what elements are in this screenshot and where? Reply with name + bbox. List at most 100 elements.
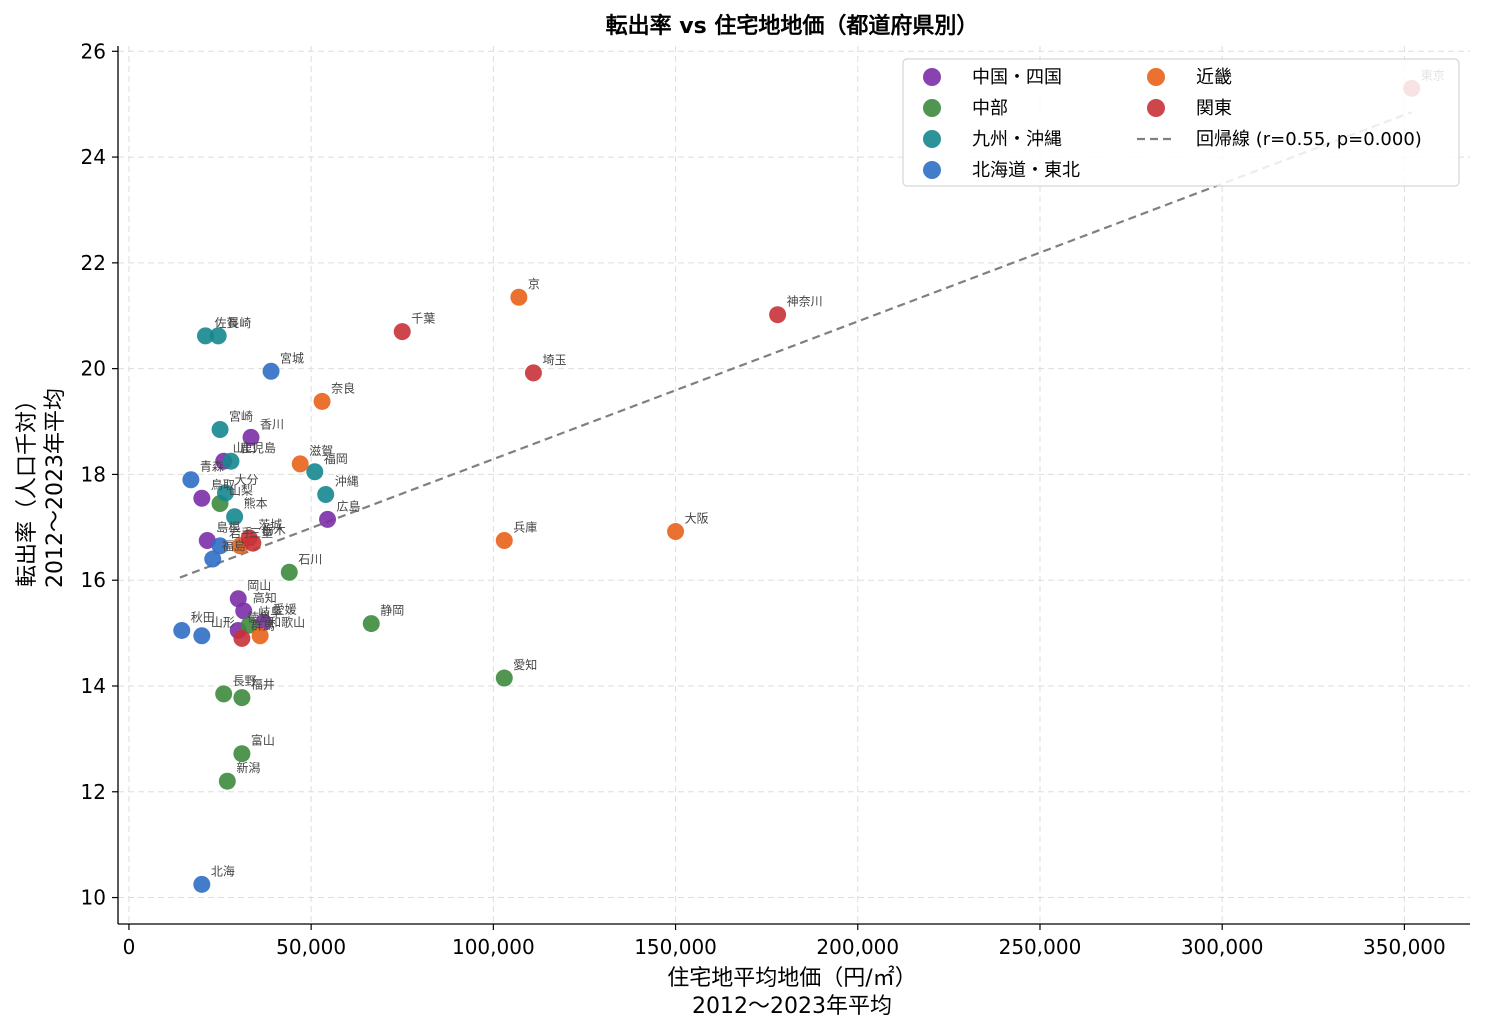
points-layer	[173, 79, 1421, 893]
x-tick-label-1: 50,000	[276, 935, 346, 959]
point-label-2-2: 宮崎	[229, 408, 253, 423]
point-label-2-1: 長崎	[227, 316, 251, 330]
point-4-6	[251, 627, 269, 645]
point-label-0-8: 徳島	[247, 609, 271, 624]
point-2-7	[226, 508, 244, 526]
y-tick-label-1: 12	[81, 780, 106, 804]
point-2-4	[306, 463, 324, 481]
point-label-0-7: 愛媛	[273, 603, 297, 617]
point-3-4	[173, 621, 191, 639]
y-tick-label-8: 26	[81, 39, 106, 63]
legend-label-2: 九州・沖縄	[972, 129, 1062, 150]
x-tick-label-6: 300,000	[1181, 935, 1264, 959]
point-label-2-7: 熊本	[244, 496, 268, 511]
legend-marker-5	[1147, 99, 1165, 117]
point-label-2-5: 大分	[235, 473, 259, 487]
point-label-3-5: 山形	[211, 616, 235, 630]
legend-label-5: 関東	[1196, 98, 1232, 119]
point-label-5-6: 群馬	[251, 618, 275, 632]
point-3-3	[204, 550, 222, 568]
point-1-4	[495, 669, 513, 687]
regression-line	[179, 111, 1413, 579]
point-label-1-6: 福井	[251, 677, 275, 692]
point-4-3	[667, 523, 685, 541]
point-1-5	[215, 685, 233, 703]
point-label-2-4: 福岡	[324, 451, 348, 466]
point-label-3-2: 岩手	[229, 525, 253, 540]
point-0-0	[242, 428, 260, 446]
point-4-0	[510, 288, 528, 306]
point-3-2	[211, 537, 229, 555]
point-label-5-1: 神奈川	[787, 295, 823, 309]
legend-label-4: 近畿	[1196, 67, 1232, 88]
point-2-1	[209, 327, 227, 345]
x-tick-label-7: 350,000	[1363, 935, 1446, 959]
point-2-3	[222, 452, 240, 470]
point-3-0	[262, 362, 280, 380]
legend-label-0: 中国・四国	[972, 67, 1062, 88]
y-tick-label-2: 14	[81, 674, 106, 698]
point-label-1-1: 石川	[298, 552, 322, 566]
point-label-0-3: 広島	[337, 498, 361, 513]
point-label-2-0: 佐賀	[214, 316, 238, 330]
point-4-1	[313, 392, 331, 410]
point-0-3	[319, 510, 337, 528]
point-label-3-4: 秋田	[191, 610, 215, 624]
y-tick-label-5: 20	[81, 357, 106, 381]
point-label-4-3: 大阪	[685, 512, 709, 526]
point-label-2-3: 鹿児島	[240, 440, 276, 455]
point-3-1	[182, 471, 200, 489]
point-label-3-6: 北海	[211, 863, 235, 878]
point-label-5-4: 茨城	[258, 518, 282, 532]
point-5-2	[393, 323, 411, 341]
point-label-5-5: 栃木	[262, 523, 286, 537]
point-1-7	[233, 745, 251, 763]
y-tick-label-6: 22	[81, 251, 106, 275]
point-1-8	[218, 772, 236, 790]
point-1-3	[240, 616, 258, 634]
legend-label-3: 北海道・東北	[972, 160, 1080, 181]
point-0-2	[193, 489, 211, 507]
y-tick-label-3: 16	[81, 568, 106, 592]
x-tick-label-3: 150,000	[634, 935, 717, 959]
point-3-5	[193, 627, 211, 645]
point-label-4-1: 奈良	[331, 380, 355, 395]
point-label-1-2: 静岡	[380, 604, 404, 618]
legend-marker-4	[1147, 68, 1165, 86]
legend-marker-3	[923, 161, 941, 179]
point-0-7	[255, 614, 273, 632]
point-label-1-5: 長野	[233, 674, 257, 688]
x-tick-label-2: 100,000	[452, 935, 535, 959]
x-tick-label-4: 200,000	[816, 935, 899, 959]
legend-box	[902, 58, 1460, 187]
grid	[118, 46, 1470, 924]
x-tick-label-0: 0	[123, 935, 136, 959]
point-label-1-4: 愛知	[513, 658, 537, 672]
point-label-0-4: 島根	[216, 520, 240, 535]
legend-marker-1	[923, 99, 941, 117]
point-5-1	[769, 306, 787, 324]
point-label-1-3: 岐阜	[258, 605, 282, 619]
point-label-3-3: 福島	[222, 538, 246, 553]
point-2-5	[217, 484, 235, 502]
point-5-3	[524, 364, 542, 382]
x-axis-title-line2: 2012〜2023年平均	[692, 994, 892, 1019]
y-axis-title-line1: 転出率（人口千対）	[15, 389, 40, 587]
point-label-4-6: 和歌山	[269, 615, 305, 630]
x-tick-label-5: 250,000	[999, 935, 1082, 959]
point-label-0-6: 高知	[253, 590, 277, 605]
point-label-4-4: 兵庫	[513, 521, 537, 535]
point-4-2	[291, 455, 309, 473]
axes	[117, 46, 1470, 925]
point-0-6	[235, 602, 253, 620]
point-3-6	[193, 875, 211, 893]
point-label-5-3: 埼玉	[542, 353, 566, 367]
y-axis-title-line2: 2012〜2023年平均	[43, 388, 68, 588]
y-tick-label-7: 24	[81, 145, 106, 169]
point-label-2-6: 沖縄	[335, 474, 359, 489]
point-label-3-1: 青森	[200, 459, 224, 474]
point-2-6	[317, 486, 335, 504]
x-ticks: 0 50,000 100,000 150,000 200,000 250,000 300,0…	[123, 924, 1446, 959]
